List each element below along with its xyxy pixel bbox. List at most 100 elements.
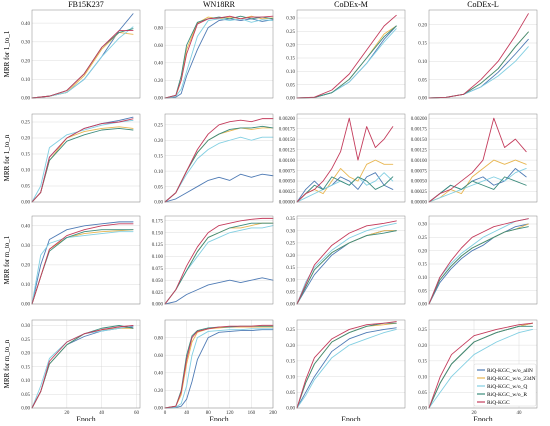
y-tick-label: 0.00 <box>286 407 295 412</box>
y-tick-label: 0.05 <box>21 185 30 190</box>
panel-background <box>165 320 273 408</box>
series-line-Q <box>164 136 274 203</box>
legend-label: RiQ-KGC_w/o_allN <box>487 368 533 374</box>
legend-label: RiQ-KGC_w/o_R <box>487 392 527 398</box>
y-tick-label: 0.00 <box>21 303 30 308</box>
y-tick-label: 0.15 <box>286 360 295 365</box>
y-tick-label: 0.05 <box>21 393 30 398</box>
series-line-R <box>296 176 394 203</box>
series-line-full <box>296 117 394 203</box>
y-tick-label: 0.00 <box>286 303 295 308</box>
legend-box <box>473 363 537 407</box>
series-line-R <box>428 226 529 305</box>
y-tick-label: 0.60 <box>154 44 163 49</box>
panel-background <box>32 10 140 98</box>
y-tick-label: 0.30 <box>21 244 30 249</box>
y-tick-label: 0.80 <box>154 26 163 31</box>
series-line-full <box>164 217 274 305</box>
series-line-allN <box>164 18 274 99</box>
y-tick-label: 0.20 <box>154 389 163 394</box>
y-tick-label: 0.00150 <box>411 138 428 143</box>
series-line-allN <box>296 172 394 203</box>
y-tick-label: 0.05 <box>286 391 295 396</box>
y-tick-label: 0.05 <box>418 289 427 294</box>
y-tick-label: 0.15 <box>21 365 30 370</box>
y-tick-label: 0.25 <box>286 242 295 247</box>
legend-label: RiQ-KGC_w/o_Q <box>487 384 527 390</box>
series-line-R <box>164 222 274 305</box>
x-tick-label: 20 <box>472 411 478 416</box>
y-tick-label: 0.00200 <box>411 117 428 122</box>
series-line-234N <box>428 159 527 203</box>
y-tick-label: 0.00100 <box>279 159 296 164</box>
row-ylabel: MRR for m_to_1 <box>3 235 11 284</box>
y-tick-label: 0.15 <box>154 154 163 159</box>
series-line-full <box>296 321 397 409</box>
panel-frame <box>31 215 141 305</box>
panel-frame <box>164 9 274 99</box>
y-tick-label: 0.00025 <box>279 190 296 195</box>
series-line-full <box>31 118 134 203</box>
y-tick-label: 0.15 <box>21 153 30 158</box>
y-tick-label: 0.20 <box>21 137 30 142</box>
y-tick-label: 0.25 <box>21 121 30 126</box>
y-tick-label: 0.05 <box>418 391 427 396</box>
series-line-R <box>428 176 527 203</box>
panel-frame <box>296 319 406 409</box>
y-tick-label: 0.000 <box>152 303 164 308</box>
panel-frame <box>428 215 538 305</box>
y-tick-label: 0.025 <box>152 291 164 296</box>
panel-frame <box>428 9 538 99</box>
y-tick-label: 0.15 <box>286 57 295 62</box>
legend-label: RiQ-KGC <box>487 400 510 406</box>
y-tick-label: 0.05 <box>286 83 295 88</box>
panel-frame <box>31 9 141 99</box>
y-tick-label: 0.00100 <box>411 159 428 164</box>
column-title: WN18RR <box>203 0 236 9</box>
y-tick-label: 0.20 <box>21 264 30 269</box>
row-ylabel: MRR for m_to_n <box>3 339 11 388</box>
y-tick-label: 0.05 <box>418 78 427 83</box>
panel-frame <box>164 319 274 409</box>
y-tick-label: 0.30 <box>21 41 30 46</box>
x-tick-label: 160 <box>248 411 256 416</box>
series-line-allN <box>31 221 134 305</box>
y-tick-label: 0.075 <box>152 267 164 272</box>
y-tick-label: 0.30 <box>418 223 427 228</box>
y-tick-label: 0.10 <box>286 375 295 380</box>
column-title: FB15K237 <box>68 0 104 9</box>
series-line-Q <box>31 231 134 305</box>
y-tick-label: 0.10 <box>418 276 427 281</box>
y-tick-label: 0.10 <box>21 283 30 288</box>
series-line-full <box>428 13 529 99</box>
column-title: CoDEx-M <box>334 0 368 9</box>
y-tick-label: 0.05 <box>286 290 295 295</box>
panel-frame <box>296 215 406 305</box>
row-ylabel: MRR for 1_to_n <box>3 134 11 181</box>
y-tick-label: 0.15 <box>418 42 427 47</box>
y-tick-label: 0.10 <box>21 169 30 174</box>
series-line-full <box>296 14 397 99</box>
y-tick-label: 0.00000 <box>279 201 296 206</box>
y-tick-label: 0.25 <box>418 236 427 241</box>
y-tick-label: 0.15 <box>286 266 295 271</box>
panel-frame <box>296 113 406 203</box>
y-tick-label: 0.00075 <box>411 169 428 174</box>
y-tick-label: 0.20 <box>418 344 427 349</box>
panel-background <box>297 216 405 304</box>
panel-frame <box>31 113 141 203</box>
series-line-full <box>31 223 134 305</box>
y-tick-label: 0.15 <box>418 360 427 365</box>
series-line-Q <box>164 18 274 99</box>
y-tick-label: 0.00 <box>154 407 163 412</box>
y-tick-label: 0.20 <box>286 254 295 259</box>
y-tick-label: 0.20 <box>21 352 30 357</box>
x-axis-label: Epoch <box>76 415 95 422</box>
y-tick-label: 0.00 <box>154 97 163 102</box>
y-tick-label: 0.10 <box>21 78 30 83</box>
x-tick-label: 120 <box>226 411 234 416</box>
series-line-Q <box>428 328 533 409</box>
y-tick-label: 0.20 <box>286 43 295 48</box>
series-line-full <box>296 220 397 305</box>
